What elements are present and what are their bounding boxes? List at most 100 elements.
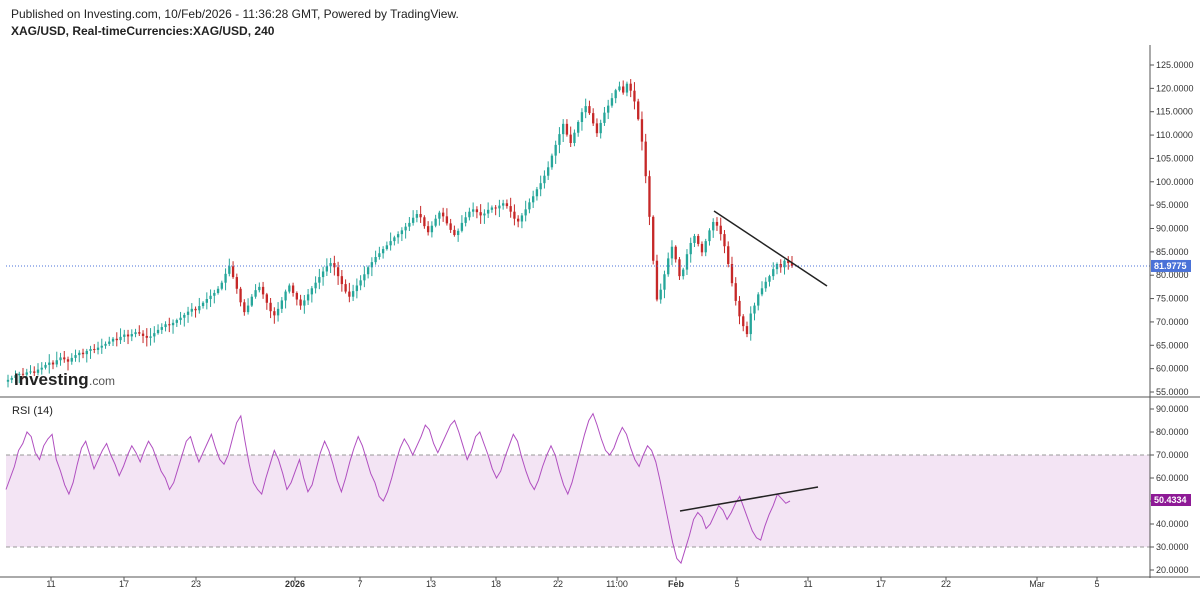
candle	[351, 284, 355, 302]
candle	[239, 286, 242, 307]
candle	[415, 210, 419, 223]
candle	[175, 318, 178, 327]
candle	[63, 351, 66, 363]
candle-body	[400, 230, 404, 235]
candle-body	[258, 286, 261, 291]
candle	[565, 119, 569, 137]
candle-body	[40, 367, 43, 370]
candle-body	[625, 83, 629, 93]
candle	[108, 336, 111, 346]
candle-body	[93, 349, 96, 351]
time-tick-label: 11:00	[606, 579, 628, 589]
candle-body	[629, 83, 632, 91]
candle-body	[336, 267, 340, 277]
candle-body	[652, 216, 655, 261]
candle-body	[415, 214, 419, 218]
candle	[580, 108, 584, 131]
candle	[464, 211, 467, 227]
candle	[622, 80, 625, 95]
candle	[254, 284, 257, 299]
price-tick-label: 105.0000	[1156, 153, 1194, 163]
candle	[134, 328, 137, 338]
price-pane[interactable]	[6, 79, 1150, 388]
candle	[614, 88, 617, 104]
candle-body	[498, 205, 501, 209]
candle-body	[753, 305, 756, 314]
candle	[216, 286, 220, 295]
candle	[299, 294, 302, 310]
candle-body	[408, 222, 411, 227]
candle	[250, 294, 253, 307]
candle	[618, 81, 621, 92]
candle	[719, 217, 722, 241]
candle	[584, 98, 587, 119]
rsi-pane[interactable]	[5, 412, 1150, 565]
candle	[288, 283, 291, 294]
candle	[209, 289, 212, 307]
candle-body	[81, 352, 85, 355]
candle-body	[468, 211, 471, 218]
price-tick-label: 100.0000	[1156, 177, 1194, 187]
candle-body	[768, 276, 771, 282]
candle	[408, 217, 411, 231]
candle	[689, 237, 692, 263]
candle-body	[588, 106, 591, 114]
price-tick-label: 65.0000	[1156, 340, 1189, 350]
candle-body	[633, 90, 636, 102]
candle	[757, 292, 760, 311]
candle	[745, 321, 749, 338]
candle	[14, 370, 17, 384]
candle	[670, 240, 674, 266]
candle	[51, 360, 55, 370]
candle-body	[246, 305, 250, 313]
candle	[314, 276, 317, 294]
candle-body	[505, 203, 509, 207]
candle-body	[299, 299, 302, 306]
candle-body	[678, 259, 681, 277]
candle-body	[378, 253, 381, 257]
candle	[569, 126, 572, 147]
candle-body	[280, 300, 284, 309]
candle-body	[659, 289, 662, 300]
candle-body	[254, 290, 257, 297]
candle-body	[389, 241, 392, 246]
candle	[697, 233, 700, 247]
candle-body	[787, 260, 790, 264]
candle-body	[276, 308, 280, 316]
candle-body	[513, 211, 516, 219]
candle-body	[486, 209, 490, 214]
candle	[490, 205, 494, 213]
candle-body	[29, 371, 32, 373]
candle-body	[479, 212, 482, 216]
candle	[547, 161, 550, 180]
candle-body	[14, 375, 17, 378]
candle	[115, 332, 118, 347]
candle	[629, 79, 632, 98]
candle-body	[501, 203, 505, 206]
candle	[787, 256, 790, 270]
time-tick-label: 11	[803, 579, 812, 589]
candle	[153, 326, 156, 343]
candle	[486, 202, 490, 219]
candle-body	[516, 218, 520, 222]
candle-body	[104, 343, 107, 346]
candle-body	[100, 345, 103, 348]
candle	[625, 81, 629, 97]
rsi-trendline	[679, 486, 819, 512]
candle	[738, 296, 741, 325]
candle-body	[168, 324, 171, 326]
candle	[633, 82, 636, 110]
candle-body	[453, 229, 456, 236]
candle	[603, 106, 606, 126]
candle-body	[261, 286, 265, 295]
candle-body	[66, 359, 70, 362]
candle-body	[243, 302, 246, 313]
candle-body	[126, 334, 130, 337]
candle-body	[610, 98, 614, 106]
candle-body	[419, 214, 422, 218]
candle	[727, 241, 730, 268]
candle-body	[760, 288, 764, 295]
time-tick-label: 5	[734, 579, 739, 589]
candle	[306, 289, 310, 305]
